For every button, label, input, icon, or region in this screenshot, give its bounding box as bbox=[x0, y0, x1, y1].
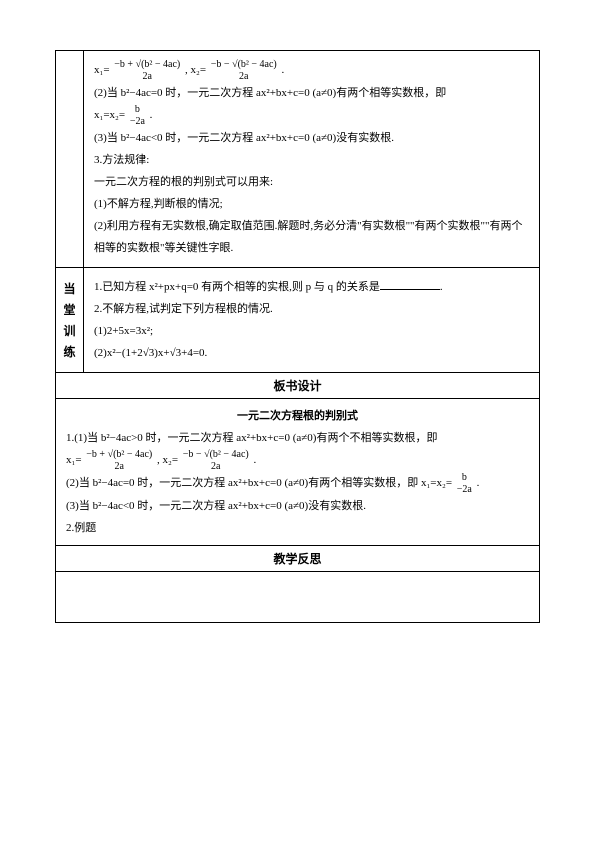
reflection-header: 教学反思 bbox=[56, 546, 539, 572]
para-5: 一元二次方程的根的判别式可以用来: bbox=[94, 171, 529, 193]
page: x₁= −b + √(b² − 4ac) 2a , x₂= −b − √(b² … bbox=[0, 0, 595, 842]
row-exercises: 当 堂 训 练 1.已知方程 x²+px+q=0 有两个相等的实根,则 p 与 … bbox=[56, 268, 539, 373]
exercises-content: 1.已知方程 x²+px+q=0 有两个相等的实根,则 p 与 q 的关系是. … bbox=[84, 268, 539, 372]
bd-p4: 2.例题 bbox=[66, 517, 529, 539]
sidebar-empty bbox=[56, 51, 84, 267]
mid-sep: , x₂= bbox=[185, 64, 206, 76]
bd-p2: (2)当 b²−4ac=0 时，一元二次方程 ax²+bx+c=0 (a≠0)有… bbox=[66, 472, 529, 495]
discriminant-title: 一元二次方程根的判别式 bbox=[66, 405, 529, 427]
bd-p3: (3)当 b²−4ac<0 时，一元二次方程 ax²+bx+c=0 (a≠0)没… bbox=[66, 495, 529, 517]
q2: 2.不解方程,试判定下列方程根的情况. bbox=[94, 298, 529, 320]
frac-2: −b − √(b² − 4ac) 2a bbox=[209, 59, 279, 82]
para-2: (2)当 b²−4ac=0 时，一元二次方程 ax²+bx+c=0 (a≠0)有… bbox=[94, 82, 529, 104]
q1: 1.已知方程 x²+px+q=0 有两个相等的实根,则 p 与 q 的关系是. bbox=[94, 276, 529, 298]
row-content-1: x₁= −b + √(b² − 4ac) 2a , x₂= −b − √(b² … bbox=[56, 51, 539, 268]
x1-label: x₁= bbox=[94, 64, 110, 76]
para-4: 3.方法规律: bbox=[94, 149, 529, 171]
bd-formula-roots: x₁= −b + √(b² − 4ac) 2a , x₂= −b − √(b² … bbox=[66, 449, 529, 472]
formula-equal-roots: x₁=x₂= b −2a . bbox=[94, 104, 529, 127]
outer-table: x₁= −b + √(b² − 4ac) 2a , x₂= −b − √(b² … bbox=[55, 50, 540, 623]
formula-roots: x₁= −b + √(b² − 4ac) 2a , x₂= −b − √(b² … bbox=[94, 59, 529, 82]
sidebar-exercises: 当 堂 训 练 bbox=[56, 268, 84, 372]
q2a: (1)2+5x=3x²; bbox=[94, 320, 529, 342]
para-6: (1)不解方程,判断根的情况; bbox=[94, 193, 529, 215]
bd-frac-1: −b + √(b² − 4ac) 2a bbox=[84, 449, 154, 472]
para-3: (3)当 b²−4ac<0 时，一元二次方程 ax²+bx+c=0 (a≠0)没… bbox=[94, 127, 529, 149]
fill-blank[interactable] bbox=[380, 278, 440, 290]
content-block-1: x₁= −b + √(b² − 4ac) 2a , x₂= −b − √(b² … bbox=[84, 51, 539, 267]
frac-eq: b −2a bbox=[128, 104, 147, 127]
bd-frac-eq: b −2a bbox=[455, 472, 474, 495]
q2b: (2)x²−(1+2√3)x+√3+4=0. bbox=[94, 342, 529, 364]
board-design-content: 一元二次方程根的判别式 1.(1)当 b²−4ac>0 时，一元二次方程 ax²… bbox=[56, 399, 539, 546]
frac-1: −b + √(b² − 4ac) 2a bbox=[112, 59, 182, 82]
reflection-empty bbox=[56, 572, 539, 622]
board-design-header: 板书设计 bbox=[56, 373, 539, 399]
bd-frac-2: −b − √(b² − 4ac) 2a bbox=[181, 449, 251, 472]
bd-p1: 1.(1)当 b²−4ac>0 时，一元二次方程 ax²+bx+c=0 (a≠0… bbox=[66, 427, 529, 449]
para-7: (2)利用方程有无实数根,确定取值范围.解题时,务必分清"有实数根""有两个实数… bbox=[94, 215, 529, 259]
suffix: . bbox=[282, 64, 285, 76]
